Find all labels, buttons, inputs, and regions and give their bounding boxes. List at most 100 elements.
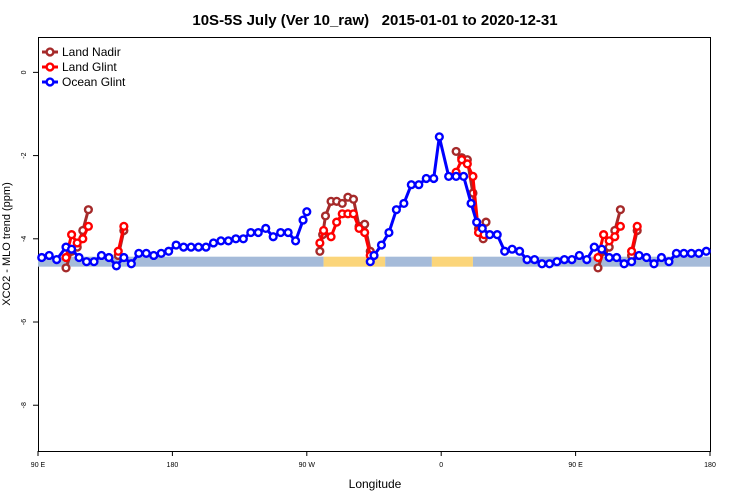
data-point-land-nadir-2-0 xyxy=(315,246,325,256)
legend-marker-land-nadir xyxy=(45,47,55,57)
legend-label-land-glint: Land Glint xyxy=(62,60,117,74)
legend-marker-land-glint xyxy=(45,62,55,72)
data-point-ocean-glint-0-25 xyxy=(223,236,234,246)
data-point-land-glint-2-8 xyxy=(360,227,370,238)
data-point-land-glint-0-2 xyxy=(72,238,82,248)
data-point-ocean-glint-1-9 xyxy=(429,173,439,184)
data-point-ocean-glint-1-45 xyxy=(694,248,704,258)
data-point-land-glint-1-1 xyxy=(119,221,129,231)
surface-band-ocean-2 xyxy=(385,256,432,267)
x-tick-label-2: 90 W xyxy=(299,462,316,469)
data-point-ocean-glint-0-31 xyxy=(268,232,278,242)
y-tick-label-1: -2 xyxy=(21,152,28,158)
data-point-ocean-glint-1-19 xyxy=(500,246,510,256)
data-point-land-glint-2-0 xyxy=(315,238,325,248)
data-point-ocean-glint-1-0 xyxy=(365,257,375,267)
data-point-ocean-glint-1-26 xyxy=(552,257,562,267)
data-point-ocean-glint-0-9 xyxy=(104,252,114,263)
data-point-land-nadir-3-6 xyxy=(481,217,491,227)
surface-band-land-3 xyxy=(431,256,473,267)
data-point-ocean-glint-1-25 xyxy=(544,259,555,269)
surface-band-ocean-4 xyxy=(472,256,710,267)
data-point-ocean-glint-0-17 xyxy=(164,246,174,256)
data-point-ocean-glint-1-2 xyxy=(376,240,387,250)
surface-band xyxy=(38,256,710,267)
y-tick-label-4: -8 xyxy=(21,402,28,408)
data-point-ocean-glint-1-11 xyxy=(444,171,454,181)
data-point-ocean-glint-1-32 xyxy=(597,244,607,254)
data-point-ocean-glint-1-23 xyxy=(529,255,540,265)
data-point-ocean-glint-0-24 xyxy=(216,236,226,246)
data-point-ocean-glint-0-16 xyxy=(156,248,166,258)
data-point-ocean-glint-0-14 xyxy=(141,248,151,258)
y-tick-label-3: -6 xyxy=(21,319,28,325)
legend-label-ocean-glint: Ocean Glint xyxy=(62,75,126,89)
x-axis: 90 E 180 90 W 0 90 E 180 xyxy=(31,451,716,469)
data-point-ocean-glint-1-29 xyxy=(574,250,584,261)
data-point-ocean-glint-0-22 xyxy=(201,242,211,252)
data-point-ocean-glint-1-37 xyxy=(634,250,644,261)
data-point-ocean-glint-0-5 xyxy=(74,252,84,263)
data-point-ocean-glint-1-12 xyxy=(451,171,461,181)
data-point-land-glint-0-4 xyxy=(83,221,94,231)
data-point-ocean-glint-1-16 xyxy=(477,223,487,233)
data-point-ocean-glint-1-36 xyxy=(626,257,637,267)
data-point-ocean-glint-1-31 xyxy=(589,242,599,252)
data-point-ocean-glint-1-1 xyxy=(369,250,379,261)
plot-area xyxy=(38,37,711,452)
data-point-ocean-glint-1-22 xyxy=(522,255,532,265)
data-point-land-nadir-2-5 xyxy=(337,198,347,209)
data-point-ocean-glint-1-40 xyxy=(656,252,667,263)
data-point-land-glint-3-2 xyxy=(462,159,472,169)
data-point-ocean-glint-1-5 xyxy=(399,198,409,209)
data-point-ocean-glint-1-8 xyxy=(421,173,431,184)
data-point-ocean-glint-1-18 xyxy=(492,230,502,240)
data-point-ocean-glint-0-20 xyxy=(186,242,196,252)
legend-item-ocean-glint: Ocean Glint xyxy=(42,75,126,89)
data-point-land-glint-5-0 xyxy=(626,246,637,256)
data-point-ocean-glint-0-13 xyxy=(134,248,144,258)
data-point-ocean-glint-0-1 xyxy=(44,250,54,261)
data-point-land-glint-3-1 xyxy=(457,155,467,165)
data-point-ocean-glint-1-27 xyxy=(559,255,570,265)
y-tick-label-2: -4 xyxy=(21,236,28,242)
data-point-ocean-glint-0-0 xyxy=(37,252,47,263)
surface-band-land-1 xyxy=(323,256,386,267)
data-point-land-glint-2-6 xyxy=(348,209,359,219)
data-point-ocean-glint-0-32 xyxy=(276,227,286,238)
data-point-land-glint-0-0 xyxy=(61,252,71,263)
legend-item-land-nadir: Land Nadir xyxy=(42,45,121,59)
data-point-ocean-glint-1-41 xyxy=(664,257,674,267)
data-point-land-nadir-2-9 xyxy=(360,219,370,229)
data-point-ocean-glint-0-18 xyxy=(171,240,181,250)
y-tick-label-0: 0 xyxy=(21,70,28,74)
data-point-land-glint-2-1 xyxy=(319,225,329,236)
data-point-land-glint-4-3 xyxy=(610,232,620,242)
data-point-land-glint-0-1 xyxy=(66,230,77,240)
y-axis: 0 -2 -4 -6 -8 xyxy=(21,70,38,408)
data-point-ocean-glint-1-3 xyxy=(384,227,394,238)
data-point-ocean-glint-0-4 xyxy=(66,244,77,254)
data-point-land-glint-4-0 xyxy=(593,252,603,263)
x-tick-label-5: 180 xyxy=(704,462,716,469)
data-point-land-glint-2-3 xyxy=(332,217,342,227)
data-point-ocean-glint-0-7 xyxy=(89,257,99,267)
data-point-ocean-glint-1-6 xyxy=(406,180,416,190)
data-point-ocean-glint-0-10 xyxy=(111,261,122,271)
data-point-ocean-glint-1-4 xyxy=(391,205,402,215)
data-point-ocean-glint-1-17 xyxy=(485,230,495,240)
data-point-land-glint-0-3 xyxy=(78,234,88,244)
x-axis-label: Longitude xyxy=(349,477,402,491)
data-point-ocean-glint-0-8 xyxy=(96,250,107,261)
data-point-ocean-glint-1-35 xyxy=(619,259,629,269)
data-point-ocean-glint-1-46 xyxy=(701,246,711,256)
data-point-ocean-glint-1-34 xyxy=(612,252,622,263)
x-tick-label-1: 180 xyxy=(167,462,179,469)
data-point-land-glint-4-2 xyxy=(604,236,614,246)
data-point-ocean-glint-0-21 xyxy=(193,242,204,252)
legend-label-land-nadir: Land Nadir xyxy=(62,45,121,59)
data-point-ocean-glint-1-13 xyxy=(459,171,469,181)
x-tick-label-3: 0 xyxy=(439,462,443,469)
data-point-ocean-glint-1-39 xyxy=(649,259,659,269)
